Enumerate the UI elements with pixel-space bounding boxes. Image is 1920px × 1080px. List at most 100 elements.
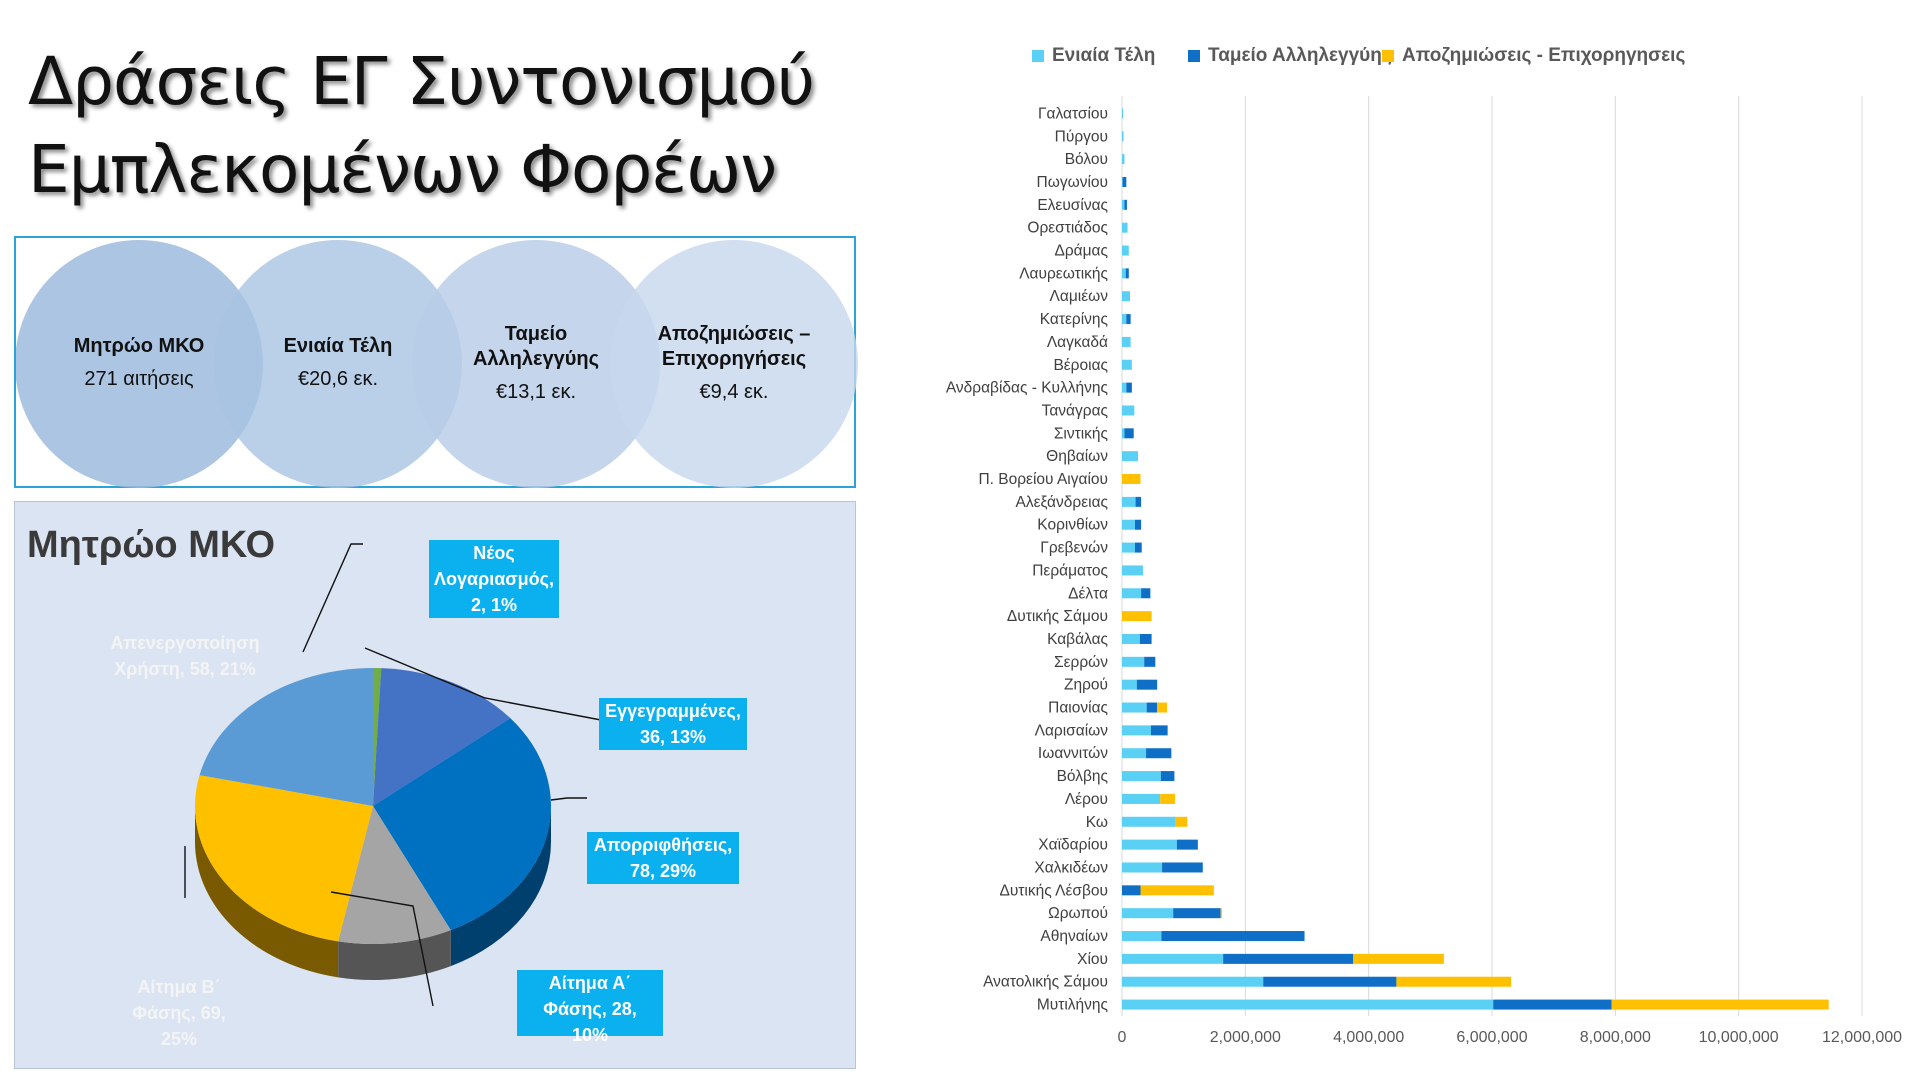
y-category-label: Βόλου (1065, 151, 1108, 168)
bar-segment (1353, 953, 1444, 964)
y-category-label: Θηβαίων (1046, 448, 1108, 465)
bar-segment (1122, 245, 1129, 256)
y-category-label: Π. Βορείου Αιγαίου (978, 471, 1108, 488)
pie-label-request-phase-b: Αίτημα Β΄ Φάσης, 69, 25% (99, 974, 259, 1052)
legend-swatch (1188, 50, 1200, 62)
y-category-label: Ωρωπού (1048, 905, 1108, 922)
legend-label: Αποζημιώσεις - Επιχορηγησεις (1402, 45, 1685, 66)
y-category-label: Ελευσίνας (1037, 197, 1108, 214)
label-line: Αίτημα Α΄ (548, 973, 632, 993)
bar-segment (1122, 131, 1124, 142)
bar-segment (1122, 771, 1161, 782)
bar-segment (1122, 428, 1125, 439)
x-tick-label: 2,000,000 (1210, 1029, 1281, 1046)
y-category-label: Λαγκαδά (1047, 334, 1108, 351)
label-line: Απενεργοποίηση (110, 633, 260, 653)
pie-label-user-deactivation: Απενεργοποίηση Χρήστη, 58, 21% (85, 630, 285, 682)
ngo-registry-pie-panel: Μητρώο ΜΚΟ Νέος Λογαριασμός, 2, 1% Εγγεγ… (14, 501, 856, 1069)
bar-segment (1122, 314, 1127, 325)
label-line: Νέος (473, 543, 515, 563)
bar-segment (1141, 588, 1151, 599)
bar-segment (1122, 862, 1163, 873)
venn-circle-ngo-registry (16, 240, 263, 488)
label-line: Λογαριασμός, (434, 569, 554, 589)
bar-segment (1122, 725, 1151, 736)
bar-segment (1160, 793, 1176, 804)
bar-segment (1162, 862, 1203, 873)
y-category-label: Δυτικής Σάμου (1007, 608, 1108, 625)
y-category-label: Γαλατσίου (1038, 105, 1108, 122)
bar-segment (1122, 519, 1135, 530)
label-line: 36, 13% (639, 727, 707, 747)
x-tick-label: 4,000,000 (1333, 1029, 1404, 1046)
venn-value: €13,1 εκ. (495, 381, 577, 403)
page-title-line-2: Εμπλεκομένων Φορέων (28, 131, 777, 208)
venn-circle-solidarity-fund (412, 240, 660, 488)
bars (1122, 108, 1829, 1010)
pie-slice (373, 718, 551, 931)
bar-segment (1122, 976, 1264, 987)
legend-label: Ταμείο Αλληλεγγύης (1208, 45, 1392, 66)
y-category-label: Πύργου (1055, 128, 1108, 145)
y-category-label: Δράμας (1055, 243, 1109, 260)
bar-segment (1144, 656, 1156, 667)
y-category-label: Βόλβης (1057, 768, 1108, 785)
bar-segment (1122, 336, 1131, 347)
bar-segment (1139, 633, 1152, 644)
bar-segment (1122, 268, 1126, 279)
bar-segment (1134, 519, 1142, 530)
venn-heading: Αποζημιώσεις – Επιχορηγήσεις (657, 323, 811, 370)
bar-segment (1122, 679, 1137, 690)
venn-text-uniform-fees: Ενιαία Τέλη €20,6 εκ. (248, 334, 428, 392)
y-category-label: Λαρισαίων (1035, 722, 1109, 739)
y-category-label: Περάματος (1032, 562, 1108, 579)
y-category-label: Αλεξάνδρειας (1016, 494, 1108, 511)
pie-slice (338, 806, 451, 944)
bar-segment (1122, 176, 1127, 187)
leader-line (550, 797, 587, 801)
x-gridlines (1121, 96, 1863, 1016)
label-line: 25% (160, 1029, 198, 1049)
x-tick-label: 10,000,000 (1699, 1029, 1779, 1046)
x-tick-label: 0 (1118, 1029, 1127, 1046)
venn-circle-compensations (610, 240, 858, 488)
venn-text-ngo-registry: Μητρώο ΜΚΟ 271 αιτήσεις (49, 334, 229, 392)
pie-slice-side (450, 806, 551, 967)
venn-value: €9,4 εκ. (699, 381, 769, 403)
bar-segment (1140, 885, 1214, 896)
bar-segment (1122, 702, 1147, 713)
leader-line (330, 891, 434, 1007)
venn-heading: Ταμείο Αλληλεγγύης (472, 323, 600, 370)
bar-segment (1122, 451, 1139, 462)
label-line: Αίτημα Β΄ (137, 977, 221, 997)
y-category-label: Τανάγρας (1042, 402, 1108, 419)
bar-segment (1122, 793, 1161, 804)
bar-segment (1122, 474, 1141, 485)
bar-segment (1146, 748, 1172, 759)
bar-segment (1161, 931, 1305, 942)
y-category-label: Δυτικής Λέσβου (999, 882, 1108, 899)
y-category-label: Σερρών (1054, 654, 1108, 671)
pie-label-request-phase-a: Αίτημα Α΄ Φάσης, 28, 10% (517, 970, 663, 1045)
legend-swatch (1032, 50, 1044, 62)
pie-slice-side (195, 806, 339, 978)
bar-segment (1173, 908, 1221, 919)
bar-segment (1122, 656, 1145, 667)
bar-segment (1122, 542, 1135, 553)
venn-circle-uniform-fees (214, 240, 462, 488)
y-category-label: Κω (1086, 814, 1108, 831)
pie-sides (195, 806, 551, 980)
y-category-label: Ανατολικής Σάμου (983, 974, 1108, 991)
pie-leader-lines (184, 543, 602, 1007)
x-tick-label: 6,000,000 (1456, 1029, 1527, 1046)
y-category-label: Σιντικής (1054, 425, 1108, 442)
y-category-label: Βέροιας (1053, 357, 1108, 374)
bar-segment (1146, 702, 1158, 713)
bar-segment (1157, 702, 1168, 713)
venn-value: 271 αιτήσεις (84, 368, 194, 390)
venn-value: €20,6 εκ. (297, 368, 379, 390)
leader-line (364, 647, 602, 721)
y-category-label: Κορινθίων (1037, 517, 1108, 534)
y-category-label: Ζηρού (1064, 677, 1108, 694)
bar-segment (1122, 359, 1132, 370)
